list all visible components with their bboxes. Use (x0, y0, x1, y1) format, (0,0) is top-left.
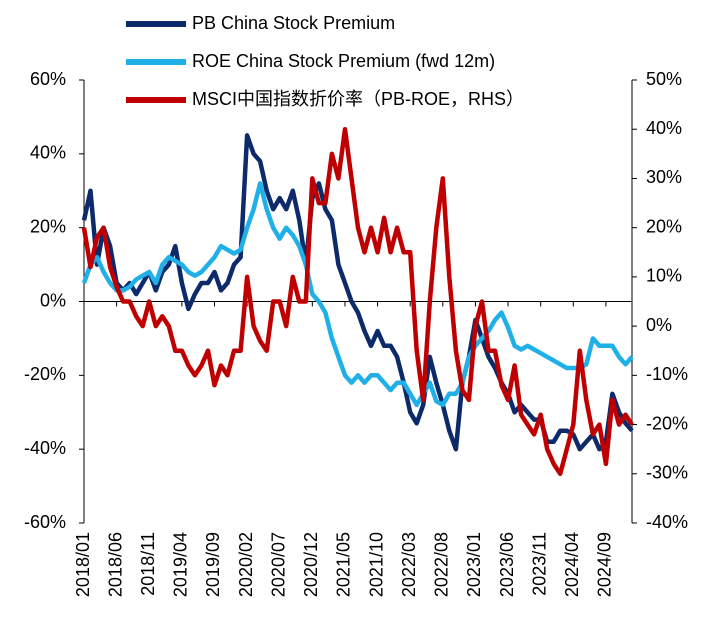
y2-tick-label: -10% (646, 364, 688, 384)
x-tick-label: 2018/06 (105, 532, 125, 597)
x-tick-label: 2021/10 (366, 532, 386, 597)
x-tick-label: 2024/09 (595, 532, 615, 597)
y-tick-label: -60% (24, 512, 66, 532)
x-tick-label: 2020/02 (236, 532, 256, 597)
y2-tick-label: 40% (646, 118, 682, 138)
x-tick-label: 2022/08 (432, 532, 452, 597)
series-line (81, 133, 634, 452)
x-tick-label: 2022/03 (399, 532, 419, 597)
y2-tick-label: -40% (646, 512, 688, 532)
y2-tick-label: 30% (646, 167, 682, 187)
x-tick-label: 2023/01 (464, 532, 484, 597)
x-tick-label: 2019/04 (171, 532, 191, 597)
y-tick-label: 40% (30, 143, 66, 163)
series-line (81, 126, 634, 477)
x-tick-label: 2021/05 (334, 532, 354, 597)
y2-tick-label: 20% (646, 216, 682, 236)
x-tick-label: 2024/04 (562, 532, 582, 597)
y-tick-label: -20% (24, 364, 66, 384)
x-tick-label: 2018/01 (73, 532, 93, 597)
x-tick-label: 2023/06 (497, 532, 517, 597)
legend-label: PB China Stock Premium (192, 13, 395, 33)
y2-tick-label: -20% (646, 413, 688, 433)
x-tick-label: 2018/11 (138, 532, 158, 596)
y-tick-label: 60% (30, 69, 66, 89)
legend-label: ROE China Stock Premium (fwd 12m) (192, 51, 495, 71)
x-tick-label: 2019/09 (203, 532, 223, 597)
series-line (81, 181, 634, 408)
y2-tick-label: 0% (646, 315, 672, 335)
x-tick-label: 2023/11 (529, 532, 549, 596)
y2-tick-label: 10% (646, 266, 682, 286)
y-tick-label: 0% (40, 290, 66, 310)
y-tick-label: -40% (24, 438, 66, 458)
y2-tick-label: 50% (646, 69, 682, 89)
x-tick-label: 2020/07 (268, 532, 288, 597)
y2-tick-label: -30% (646, 463, 688, 483)
x-tick-label: 2020/12 (301, 532, 321, 597)
y-tick-label: 20% (30, 216, 66, 236)
legend-label: MSCI中国指数折价率（PB-ROE，RHS） (192, 89, 524, 109)
